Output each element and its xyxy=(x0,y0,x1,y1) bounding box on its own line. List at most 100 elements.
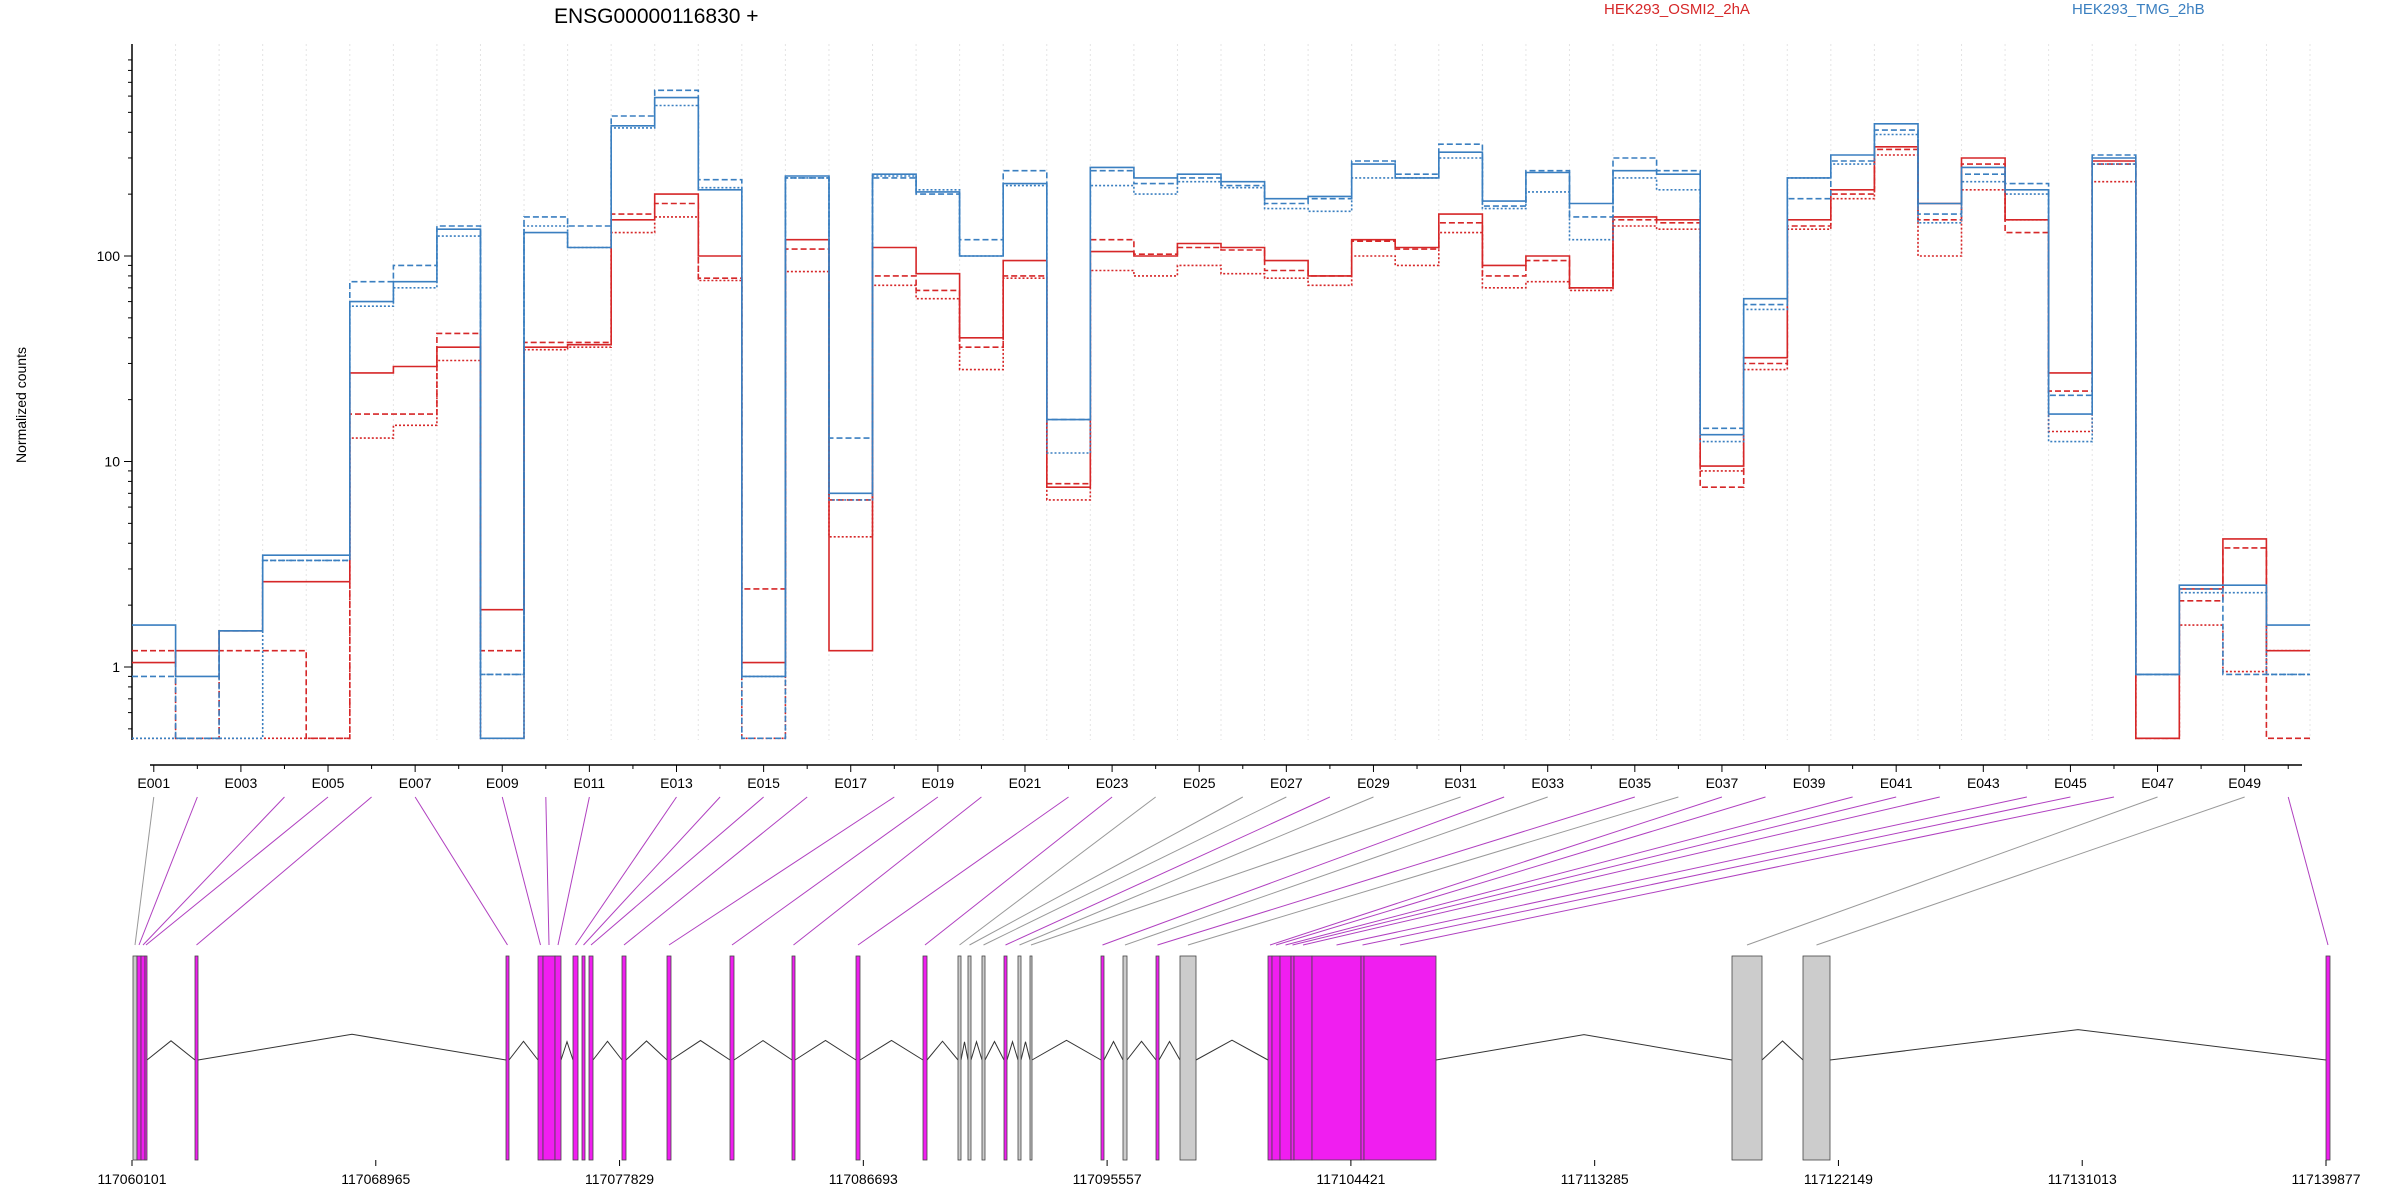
exon-tick-label: E043 xyxy=(1967,775,2000,791)
exon-tick-label: E049 xyxy=(2228,775,2261,791)
exon-box xyxy=(542,955,556,1161)
exon-tick-label: E047 xyxy=(2141,775,2174,791)
exon-tick-label: E029 xyxy=(1357,775,1390,791)
exon-connector xyxy=(2287,796,2329,946)
series-line xyxy=(132,104,2310,740)
exon-tick-label: E033 xyxy=(1531,775,1564,791)
exon-connector xyxy=(1269,796,1723,946)
series-line xyxy=(132,154,2310,740)
exon-connector xyxy=(583,796,721,946)
exon-tick-label: E011 xyxy=(574,775,606,791)
coord-tick-label: 117131013 xyxy=(2048,1171,2117,1187)
intron-line xyxy=(960,1041,969,1061)
exon-connector xyxy=(668,796,895,946)
exon-connector xyxy=(959,796,1156,946)
exon-box xyxy=(1311,955,1362,1161)
exon-tick-label: E005 xyxy=(312,775,345,791)
plot-series xyxy=(132,89,2310,740)
exon-box xyxy=(1363,955,1437,1161)
exon-tick-label: E015 xyxy=(747,775,780,791)
exon-connector xyxy=(924,796,1113,946)
legend-tmg: HEK293_TMG_2hB xyxy=(2072,1,2205,18)
exon-connector xyxy=(545,796,550,946)
y-axis-label: Normalized counts xyxy=(13,347,29,463)
intron-line xyxy=(970,1039,983,1061)
exon-box xyxy=(621,955,627,1161)
exon-connector xyxy=(1157,796,1635,946)
exon-connector xyxy=(196,796,372,946)
exon-connector xyxy=(1362,796,2071,946)
intron-line xyxy=(1006,1039,1019,1061)
coord-tick-label: 117060101 xyxy=(97,1171,166,1187)
intron-line xyxy=(1126,1040,1157,1061)
exon-connector xyxy=(1275,796,1766,946)
exon-box xyxy=(729,955,735,1161)
exon-box xyxy=(581,955,586,1161)
exon-connector xyxy=(575,796,677,946)
exon-connector xyxy=(857,796,1069,946)
exon-box xyxy=(1271,955,1281,1161)
intron-line xyxy=(1761,1040,1804,1061)
exon-tick-label: E027 xyxy=(1270,775,1303,791)
exon-box xyxy=(666,955,672,1161)
exon-connector xyxy=(1124,796,1548,946)
intron-line xyxy=(625,1040,668,1061)
exon-box xyxy=(144,955,148,1161)
legend-osmi2: HEK293_OSMI2_2hA xyxy=(1604,1,1750,18)
exon-connector xyxy=(1005,796,1331,946)
exon-connector xyxy=(1746,796,2158,946)
exon-tick-label: E007 xyxy=(399,775,432,791)
exon-connector xyxy=(557,796,590,946)
exon-tick-label: E023 xyxy=(1096,775,1129,791)
intron-line xyxy=(670,1039,731,1061)
genomic-coordinate-axis: 117060101 117068965 117077829 117086693 1170… xyxy=(97,1160,2361,1187)
coord-tick-label: 117077829 xyxy=(585,1171,654,1187)
intron-line xyxy=(926,1040,959,1061)
exon-connector xyxy=(414,796,508,946)
exon-box xyxy=(855,955,861,1161)
exon-box xyxy=(537,955,544,1161)
exon-box xyxy=(922,955,928,1161)
exon-connector xyxy=(1030,796,1461,946)
exon-connector xyxy=(623,796,808,946)
exon-box xyxy=(967,955,972,1161)
exon-box xyxy=(1179,955,1197,1161)
exon-tick-label: E013 xyxy=(660,775,693,791)
exon-connector xyxy=(1102,796,1505,946)
exon-connector xyxy=(731,796,939,946)
intron-line xyxy=(197,1033,507,1061)
exon-connector xyxy=(134,796,155,946)
exon-connector xyxy=(145,796,329,946)
exon-tick-label: E035 xyxy=(1618,775,1651,791)
exon-axis: E001 E003 E005 E007 E009 E011 E013 E015 E017 E019… xyxy=(137,764,2302,791)
exon-tick-label: E037 xyxy=(1706,775,1739,791)
intron-line xyxy=(859,1039,924,1061)
intron-line xyxy=(1020,1041,1031,1061)
intron-line xyxy=(146,1040,196,1061)
exon-connector xyxy=(1816,796,2245,946)
exon-connector xyxy=(1187,796,1679,946)
exon-box xyxy=(1003,955,1008,1161)
coord-tick-label: 117095557 xyxy=(1073,1171,1142,1187)
intron-line xyxy=(1103,1040,1124,1061)
exon-tick-label: E041 xyxy=(1880,775,1913,791)
exon-tick-label: E003 xyxy=(225,775,258,791)
exon-connector xyxy=(590,796,764,946)
exon-box xyxy=(505,955,510,1161)
intron-line xyxy=(592,1040,623,1061)
coord-tick-label: 117113285 xyxy=(1561,1171,1629,1187)
exon-box xyxy=(2325,955,2331,1161)
intron-line xyxy=(1435,1034,1733,1061)
intron-line xyxy=(560,1040,574,1061)
exon-box xyxy=(572,955,579,1161)
exon-connector-lines xyxy=(134,796,2329,946)
exon-connector xyxy=(1336,796,2027,946)
exon-box xyxy=(1802,955,1831,1161)
exon-box xyxy=(1029,955,1033,1161)
intron-line xyxy=(984,1040,1005,1061)
exon-box xyxy=(1155,955,1160,1161)
exon-box xyxy=(554,955,562,1161)
exon-connector xyxy=(1019,796,1374,946)
exon-box xyxy=(1267,955,1273,1161)
